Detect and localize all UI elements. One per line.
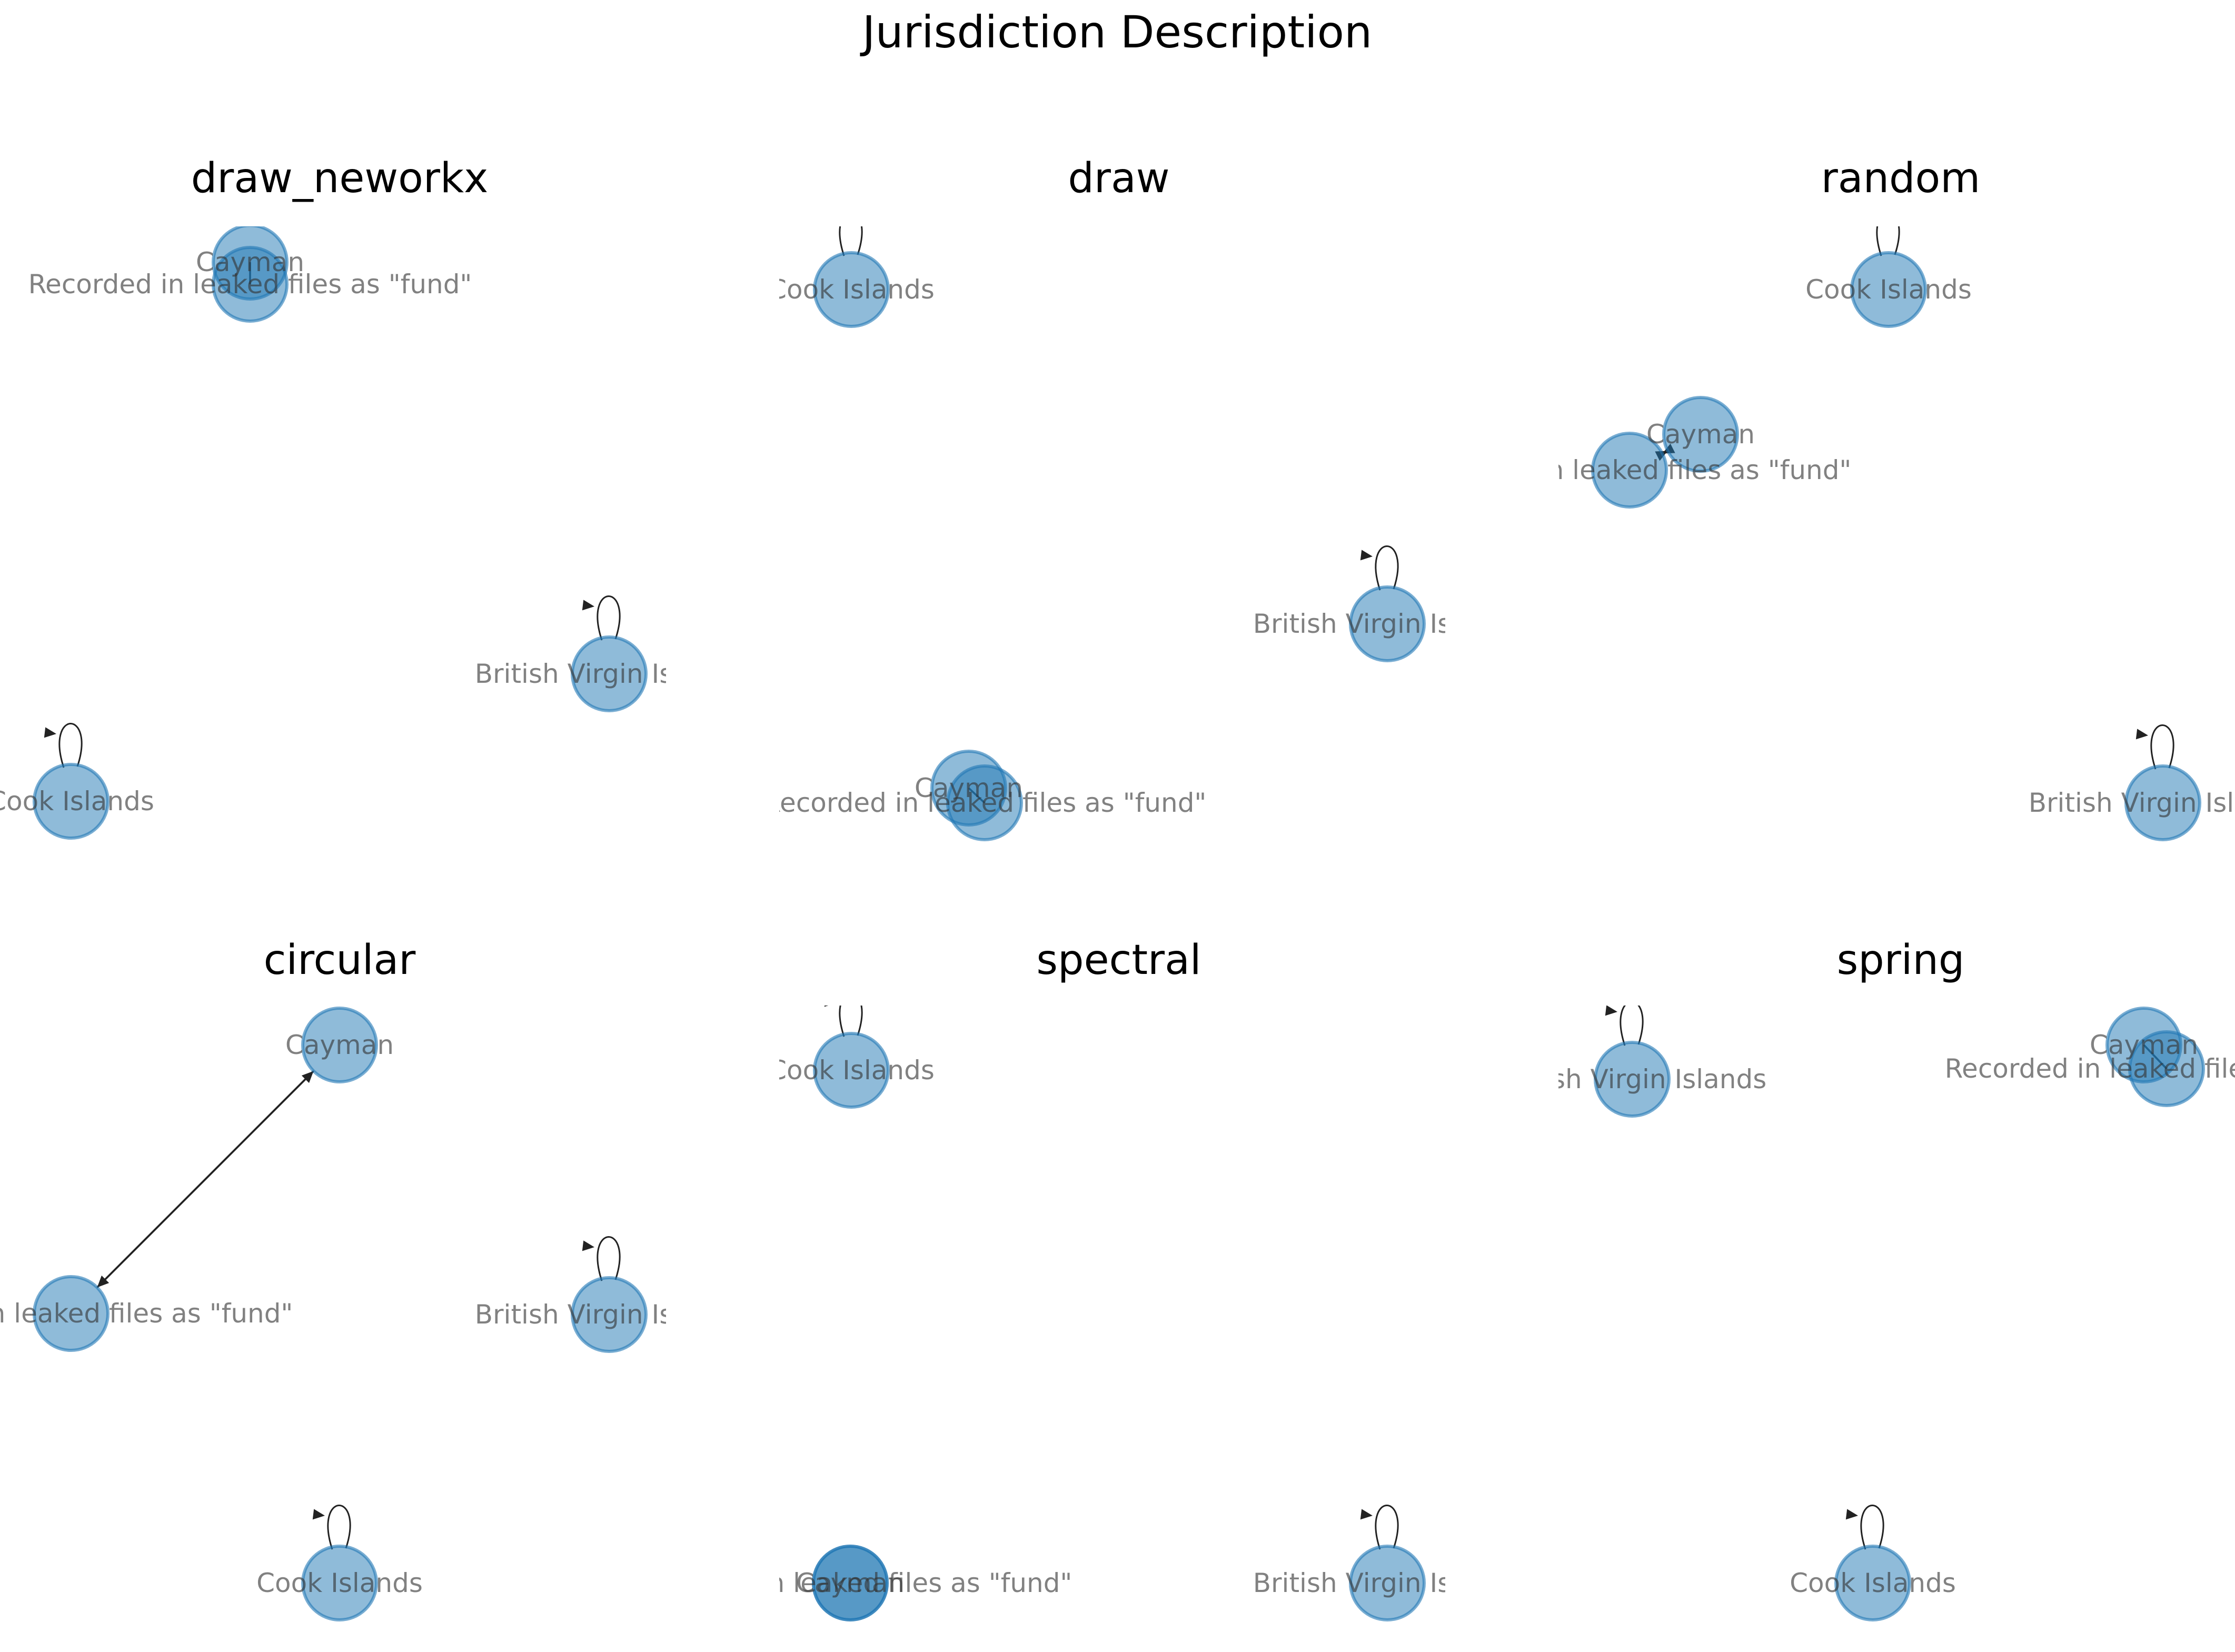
self-loop-edge: [597, 595, 621, 641]
panel-circular: circular Cayman Recorded in leaked files …: [0, 937, 744, 1621]
node-layer: [33, 1007, 648, 1621]
self-loop-edge: [1876, 226, 1900, 256]
self-loop-arrowhead: [312, 1509, 325, 1520]
node-cook: [1834, 1545, 1911, 1621]
node-label-bvi: British Virgin Islands: [2029, 788, 2235, 818]
node-fund: [946, 764, 1023, 841]
self-loop-edge: [1375, 545, 1399, 591]
node-bvi: [571, 1276, 648, 1353]
node-label-fund: Recorded in leaked files as "fund": [629, 1568, 1072, 1598]
self-loop-arrowhead: [824, 1006, 829, 1007]
self-loop-edge: [1375, 1505, 1399, 1550]
edge-layer: [824, 1006, 1399, 1550]
panel-title: random: [1821, 155, 1981, 202]
node-label-fund: Recorded in leaked files as "fund": [763, 788, 1207, 818]
figure-title: Jurisdiction Description: [860, 6, 1373, 58]
node-label-cook: Cook Islands: [256, 1568, 423, 1598]
self-loop-edge: [839, 226, 863, 256]
self-loop-edge: [597, 1236, 621, 1281]
node-label-fund: Recorded in leaked files as "fund": [0, 1298, 293, 1329]
panel-title: spectral: [1036, 937, 1201, 984]
node-label-cook: Cook Islands: [1790, 1568, 1956, 1598]
node-label-cayman: Cayman: [196, 247, 304, 277]
panel-title: circular: [264, 937, 416, 984]
node-bvi: [1349, 585, 1426, 662]
self-loop-edge: [58, 723, 83, 768]
node-label-cook: Cook Islands: [0, 786, 154, 817]
node-label-cayman: Cayman: [915, 773, 1023, 803]
node-label-bvi: British Virgin Islands: [475, 659, 744, 689]
edge-arrowhead: [301, 1071, 314, 1083]
self-loop-edge: [1620, 1006, 1644, 1046]
node-fund: [1591, 432, 1668, 509]
node-bvi: [571, 635, 648, 712]
node-cook: [1850, 251, 1927, 328]
node-bvi: [2124, 764, 2201, 841]
node-layer: [1594, 1007, 2205, 1621]
node-label-bvi: British Virgin Islands: [1253, 1568, 1522, 1598]
node-label-cayman: Cayman: [1646, 419, 1755, 450]
self-loop-arrowhead: [2135, 729, 2148, 740]
node-label-cayman: Cayman: [2090, 1030, 2198, 1060]
node-label-cook: Cook Islands: [768, 1055, 935, 1086]
self-loop-edge: [839, 1006, 863, 1037]
self-loop-edge: [1860, 1505, 1884, 1550]
self-loop-arrowhead: [1605, 1006, 1617, 1016]
self-loop-arrowhead: [582, 1240, 594, 1251]
edge-layer: [44, 262, 621, 768]
node-fund: [33, 1275, 110, 1352]
panel-random: random Cayman Recorded in leaked files as…: [1408, 155, 2235, 841]
node-bvi: [1594, 1041, 1671, 1118]
node-layer: [813, 251, 1426, 841]
node-label-fund: Recorded in leaked files as "fund": [28, 269, 472, 300]
node-layer: [812, 1032, 1426, 1621]
self-loop-edge: [2150, 724, 2174, 770]
self-loop-arrowhead: [44, 727, 56, 738]
node-label-cook: Cook Islands: [1805, 274, 1972, 305]
node-fund: [212, 246, 289, 323]
node-bvi: [1349, 1545, 1426, 1621]
self-loop-edge: [327, 1505, 351, 1550]
node-label-fund: Recorded in leaked files as "fund": [1408, 455, 1852, 485]
node-label-cook: Cook Islands: [768, 274, 935, 305]
edge: [96, 1070, 314, 1288]
panel-title: draw_neworkx: [191, 155, 489, 202]
self-loop-arrowhead: [825, 215, 837, 226]
node-label-cayman: Cayman: [796, 1568, 905, 1598]
label-layer: Cayman Recorded in leaked files as "fund"…: [0, 1030, 744, 1598]
panel-title: spring: [1837, 937, 1965, 984]
panel-title: draw: [1068, 155, 1169, 202]
label-layer: Cayman Recorded in leaked files as "fund"…: [1408, 274, 2235, 818]
self-loop-arrowhead: [1845, 1509, 1858, 1520]
node-label-bvi: British Virgin Islands: [1253, 609, 1522, 639]
node-label-bvi: British Virgin Islands: [1498, 1064, 1767, 1094]
node-fund: [812, 1545, 889, 1621]
self-loop-arrowhead: [1862, 215, 1874, 226]
self-loop-arrowhead: [1360, 1509, 1373, 1520]
node-layer: [33, 226, 648, 840]
self-loop-arrowhead: [582, 600, 594, 611]
node-cayman: [1662, 396, 1739, 473]
node-cook: [813, 1032, 890, 1109]
edge-layer: [96, 1070, 621, 1550]
node-cook: [301, 1545, 378, 1621]
node-label-cayman: Cayman: [285, 1030, 394, 1060]
node-label-bvi: British Virgin Islands: [475, 1299, 744, 1330]
node-fund: [2128, 1030, 2205, 1107]
self-loop-arrowhead: [1360, 550, 1373, 561]
node-layer: [1591, 251, 2201, 841]
node-cook: [33, 763, 110, 840]
node-cayman: [301, 1007, 378, 1083]
node-label-fund: Recorded in leaked files as "fund": [1945, 1053, 2235, 1084]
node-cook: [813, 251, 890, 328]
